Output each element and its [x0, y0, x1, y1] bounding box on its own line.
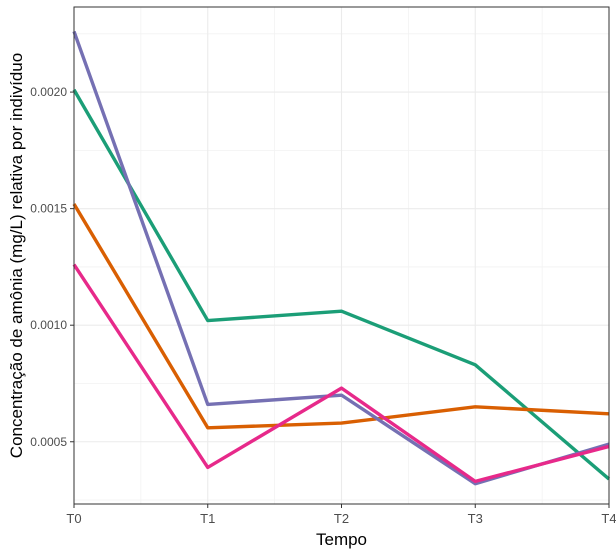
y-axis-ticks: 0.0005 0.0010 0.0015 0.0020 — [30, 85, 74, 449]
x-tick-label: T3 — [468, 511, 483, 526]
x-tick-label: T0 — [66, 511, 81, 526]
x-tick-label: T1 — [200, 511, 215, 526]
series-line-4 — [72, 263, 610, 484]
x-tick-label: T4 — [601, 511, 616, 526]
y-tick-label: 0.0020 — [30, 85, 67, 99]
y-tick-label: 0.0010 — [30, 318, 67, 332]
series-lines — [72, 30, 611, 486]
series-line-1 — [72, 88, 611, 481]
y-tick-label: 0.0005 — [30, 435, 67, 449]
x-tick-label: T2 — [334, 511, 349, 526]
y-axis-title: Concentração de amônia (mg/L) relativa p… — [7, 53, 26, 458]
y-tick-label: 0.0015 — [30, 202, 67, 216]
x-axis-title: Tempo — [316, 530, 367, 549]
series-line-2 — [72, 203, 610, 430]
x-axis-ticks: T0 T1 T2 T3 T4 — [66, 504, 616, 526]
